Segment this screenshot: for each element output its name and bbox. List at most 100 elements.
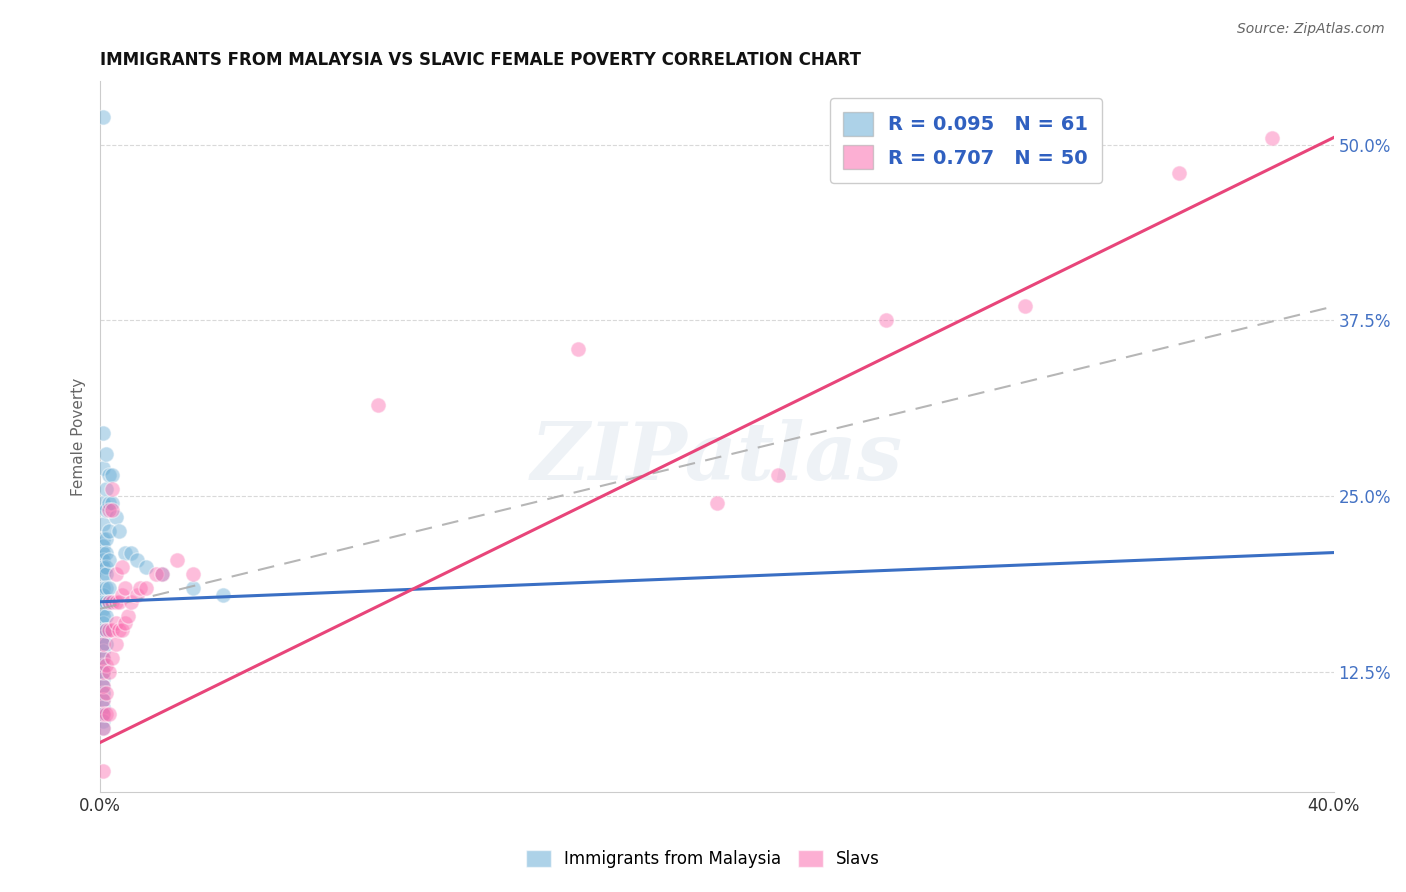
Point	[567, 342, 589, 356]
Point	[91, 545, 114, 559]
Point	[96, 595, 118, 609]
Point	[111, 623, 134, 637]
Point	[181, 566, 204, 581]
Point	[91, 672, 114, 686]
Point	[96, 686, 118, 700]
Point	[96, 447, 118, 461]
Y-axis label: Female Poverty: Female Poverty	[72, 377, 86, 496]
Point	[91, 517, 114, 532]
Point	[96, 637, 118, 651]
Point	[181, 581, 204, 595]
Point	[145, 566, 167, 581]
Legend: Immigrants from Malaysia, Slavs: Immigrants from Malaysia, Slavs	[519, 843, 887, 875]
Point	[367, 398, 389, 412]
Point	[91, 686, 114, 700]
Text: IMMIGRANTS FROM MALAYSIA VS SLAVIC FEMALE POVERTY CORRELATION CHART: IMMIGRANTS FROM MALAYSIA VS SLAVIC FEMAL…	[100, 51, 860, 69]
Point	[120, 545, 142, 559]
Point	[101, 623, 124, 637]
Point	[91, 679, 114, 693]
Point	[104, 566, 127, 581]
Point	[91, 588, 114, 602]
Point	[91, 637, 114, 651]
Point	[98, 581, 121, 595]
Point	[101, 651, 124, 665]
Point	[96, 566, 118, 581]
Point	[91, 110, 114, 124]
Point	[96, 559, 118, 574]
Point	[104, 637, 127, 651]
Point	[91, 764, 114, 778]
Point	[91, 658, 114, 673]
Point	[96, 658, 118, 673]
Point	[212, 588, 235, 602]
Point	[706, 496, 728, 510]
Point	[120, 595, 142, 609]
Point	[96, 532, 118, 546]
Point	[166, 552, 188, 566]
Point	[135, 581, 157, 595]
Point	[91, 722, 114, 736]
Point	[91, 665, 114, 680]
Point	[98, 623, 121, 637]
Point	[114, 581, 136, 595]
Point	[91, 595, 114, 609]
Point	[91, 461, 114, 475]
Point	[1014, 300, 1036, 314]
Point	[114, 615, 136, 630]
Point	[101, 503, 124, 517]
Point	[1168, 166, 1191, 180]
Point	[91, 581, 114, 595]
Point	[96, 623, 118, 637]
Point	[101, 595, 124, 609]
Point	[96, 545, 118, 559]
Point	[91, 532, 114, 546]
Point	[96, 707, 118, 722]
Point	[91, 552, 114, 566]
Point	[91, 630, 114, 644]
Point	[768, 468, 790, 483]
Point	[91, 722, 114, 736]
Point	[98, 552, 121, 566]
Point	[91, 714, 114, 729]
Point	[91, 693, 114, 707]
Point	[91, 602, 114, 616]
Point	[91, 644, 114, 658]
Point	[104, 510, 127, 524]
Point	[111, 559, 134, 574]
Point	[107, 524, 129, 539]
Point	[101, 483, 124, 497]
Text: ZIPatlas: ZIPatlas	[530, 419, 903, 497]
Point	[98, 665, 121, 680]
Text: Source: ZipAtlas.com: Source: ZipAtlas.com	[1237, 22, 1385, 37]
Point	[104, 615, 127, 630]
Point	[150, 566, 173, 581]
Point	[98, 503, 121, 517]
Point	[107, 595, 129, 609]
Point	[96, 483, 118, 497]
Point	[114, 545, 136, 559]
Point	[135, 559, 157, 574]
Point	[98, 595, 121, 609]
Point	[91, 679, 114, 693]
Point	[127, 552, 149, 566]
Point	[98, 595, 121, 609]
Point	[91, 496, 114, 510]
Point	[111, 588, 134, 602]
Point	[96, 503, 118, 517]
Point	[91, 566, 114, 581]
Point	[150, 566, 173, 581]
Point	[91, 637, 114, 651]
Point	[96, 608, 118, 623]
Point	[104, 595, 127, 609]
Point	[91, 608, 114, 623]
Point	[91, 651, 114, 665]
Point	[875, 313, 897, 327]
Point	[101, 496, 124, 510]
Point	[129, 581, 152, 595]
Point	[91, 707, 114, 722]
Point	[96, 623, 118, 637]
Point	[1261, 130, 1284, 145]
Point	[91, 700, 114, 714]
Point	[91, 693, 114, 707]
Point	[91, 707, 114, 722]
